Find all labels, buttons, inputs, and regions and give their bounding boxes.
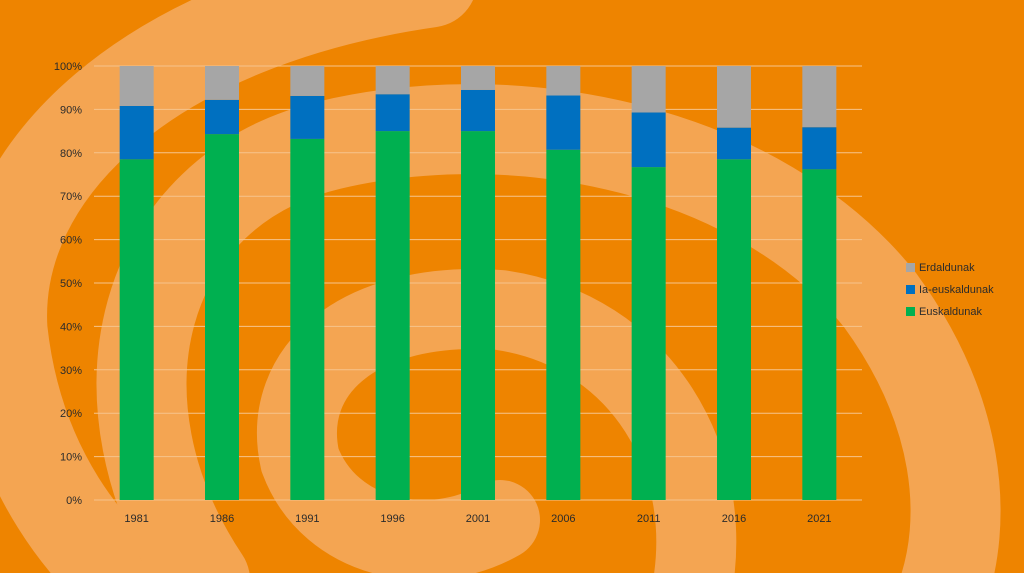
bar-stack-2016 [717, 66, 751, 500]
y-tick-label: 60% [60, 235, 82, 247]
legend-item-euskaldunak: Euskaldunak [906, 306, 982, 318]
bar-stack-2021 [802, 66, 837, 501]
bar-segment-ia-euskaldunak [119, 105, 154, 160]
bar-stack-1986 [205, 66, 239, 500]
legend-item-erdaldunak: Erdaldunak [906, 262, 975, 274]
bar-segment-erdaldunak [375, 66, 410, 95]
bars [119, 66, 837, 501]
bar-segment-erdaldunak [717, 66, 751, 128]
bar-stack-2011 [631, 66, 666, 500]
y-tick-label: 40% [60, 321, 82, 333]
swirl-band-outer [0, 0, 473, 573]
legend-label: Euskaldunak [919, 306, 982, 318]
bar-segment-euskaldunak [205, 134, 239, 500]
legend-label: Ia-euskaldunak [919, 284, 994, 296]
bar-segment-euskaldunak [461, 131, 495, 500]
bar-segment-euskaldunak [119, 159, 154, 500]
bar-segment-euskaldunak [717, 159, 751, 500]
x-axis: 1981 1986 1991 1996 2001 2006 2011 2016 2021 [124, 513, 831, 525]
bar-segment-ia-euskaldunak [802, 127, 837, 170]
legend-swatch [906, 263, 915, 272]
y-tick-label: 30% [60, 365, 82, 377]
bar-stack-1981 [119, 66, 154, 500]
bar-segment-ia-euskaldunak [717, 127, 751, 160]
bar-segment-erdaldunak [290, 66, 325, 96]
bar-segment-erdaldunak [802, 66, 837, 128]
y-tick-label: 0% [66, 495, 82, 507]
bar-segment-ia-euskaldunak [546, 95, 581, 150]
x-tick-label: 1986 [210, 513, 234, 525]
bar-segment-erdaldunak [631, 66, 666, 113]
bar-segment-euskaldunak [802, 169, 837, 501]
x-tick-label: 2011 [637, 513, 661, 525]
legend-swatch [906, 285, 915, 294]
legend: Erdaldunak Ia-euskaldunak Euskaldunak [906, 262, 994, 318]
bar-stack-2006 [546, 66, 581, 500]
bar-segment-erdaldunak [546, 66, 581, 96]
x-tick-label: 1996 [380, 513, 404, 525]
bar-segment-euskaldunak [375, 131, 410, 500]
bar-stack-1996 [375, 66, 410, 500]
x-tick-label: 2006 [551, 513, 575, 525]
y-tick-label: 10% [60, 452, 82, 464]
legend-label: Erdaldunak [919, 262, 975, 274]
swirl-band-inner [257, 269, 737, 573]
bar-segment-ia-euskaldunak [461, 89, 495, 132]
bar-segment-ia-euskaldunak [631, 112, 666, 168]
legend-swatch [906, 307, 915, 316]
x-tick-label: 2021 [807, 513, 831, 525]
bar-segment-ia-euskaldunak [290, 95, 325, 139]
y-tick-label: 50% [60, 278, 82, 290]
x-tick-label: 1981 [124, 513, 148, 525]
bar-segment-erdaldunak [205, 66, 239, 100]
bar-segment-ia-euskaldunak [375, 94, 410, 132]
bar-segment-euskaldunak [631, 167, 666, 500]
y-tick-label: 20% [60, 408, 82, 420]
bar-segment-euskaldunak [290, 138, 325, 501]
y-tick-label: 80% [60, 148, 82, 160]
bar-segment-euskaldunak [546, 149, 581, 500]
x-tick-label: 1991 [295, 513, 319, 525]
bar-stack-1991 [290, 66, 325, 501]
x-tick-label: 2001 [466, 513, 490, 525]
bar-segment-ia-euskaldunak [205, 99, 239, 135]
bar-stack-2001 [461, 66, 495, 500]
y-tick-label: 70% [60, 191, 82, 203]
y-axis: 0% 10% 20% 30% 40% 50% 60% 70% 80% 90% 100% [54, 61, 82, 507]
bar-segment-erdaldunak [461, 66, 495, 90]
y-tick-label: 90% [60, 104, 82, 116]
bar-segment-erdaldunak [119, 66, 154, 106]
y-tick-label: 100% [54, 61, 82, 73]
x-tick-label: 2016 [722, 513, 746, 525]
legend-item-ia-euskaldunak: Ia-euskaldunak [906, 284, 994, 296]
